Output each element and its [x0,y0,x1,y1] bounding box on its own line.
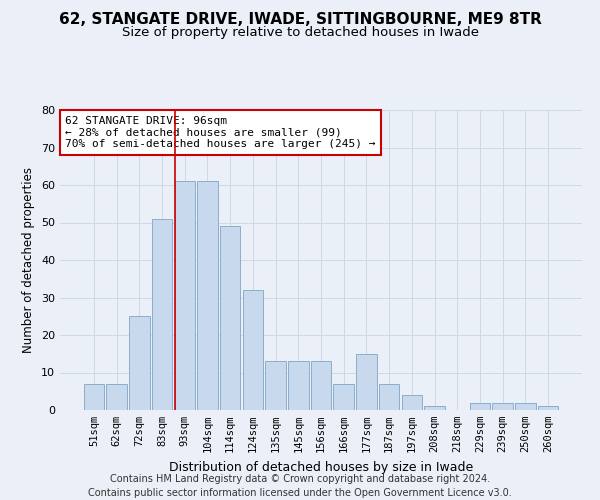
Bar [197,181,218,410]
X-axis label: Distribution of detached houses by size in Iwade: Distribution of detached houses by size … [169,460,473,473]
Bar [220,226,241,410]
Bar [242,290,263,410]
Bar [538,406,558,410]
Bar [515,402,536,410]
Bar [129,316,149,410]
Bar [379,384,400,410]
Bar [152,219,172,410]
Bar [106,384,127,410]
Bar [470,402,490,410]
Text: 62 STANGATE DRIVE: 96sqm
← 28% of detached houses are smaller (99)
70% of semi-d: 62 STANGATE DRIVE: 96sqm ← 28% of detach… [65,116,376,149]
Bar [265,361,286,410]
Y-axis label: Number of detached properties: Number of detached properties [22,167,35,353]
Bar [334,384,354,410]
Bar [424,406,445,410]
Text: 62, STANGATE DRIVE, IWADE, SITTINGBOURNE, ME9 8TR: 62, STANGATE DRIVE, IWADE, SITTINGBOURNE… [59,12,541,28]
Bar [311,361,331,410]
Bar [493,402,513,410]
Bar [175,181,195,410]
Text: Contains HM Land Registry data © Crown copyright and database right 2024.
Contai: Contains HM Land Registry data © Crown c… [88,474,512,498]
Bar [288,361,308,410]
Bar [84,384,104,410]
Text: Size of property relative to detached houses in Iwade: Size of property relative to detached ho… [121,26,479,39]
Bar [356,354,377,410]
Bar [401,395,422,410]
